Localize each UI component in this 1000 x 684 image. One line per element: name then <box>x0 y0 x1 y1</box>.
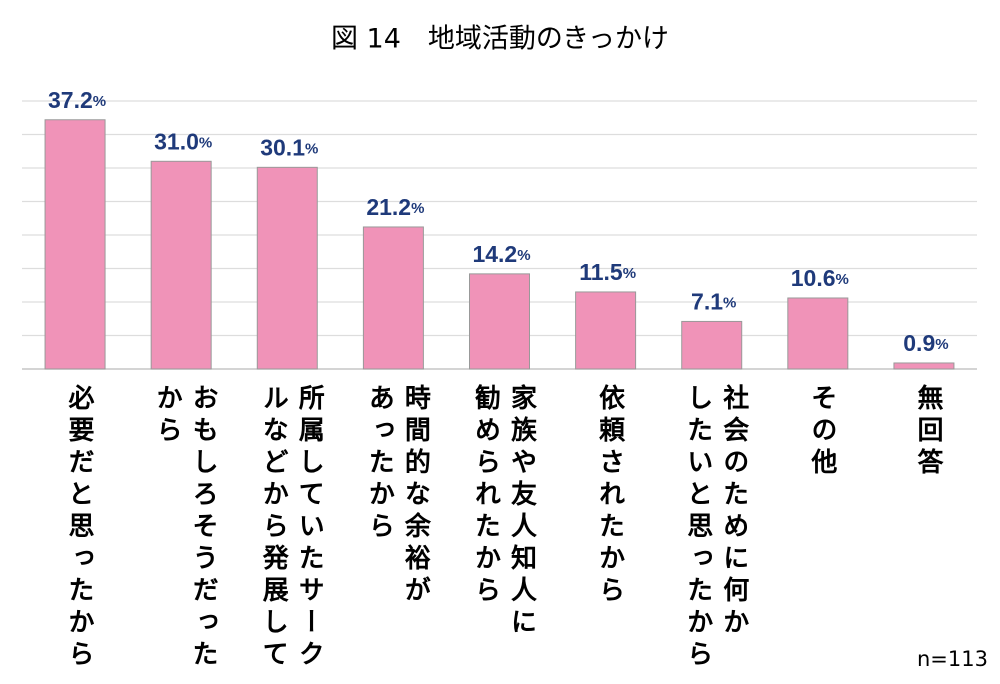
x-tick-label: おもしろそうだった から <box>152 384 219 672</box>
x-tick-label: 無回答 <box>912 384 943 480</box>
chart-title: 図 14 地域活動のきっかけ <box>331 24 669 55</box>
x-tick-label: その他 <box>806 384 837 480</box>
bar <box>44 119 106 370</box>
bar <box>681 320 743 370</box>
x-tick-label: 必要だと思ったから <box>64 384 95 672</box>
sample-size: n=113 <box>917 647 988 671</box>
value-label: 7.1% <box>691 289 736 315</box>
x-tick-label: 社会のために何か したいと思ったから <box>682 384 749 672</box>
bar <box>256 166 318 370</box>
bar <box>469 273 530 370</box>
value-label: 0.9% <box>903 330 948 356</box>
value-label: 30.1% <box>260 134 318 160</box>
x-tick-label: 所属していたサーク ルなどから発展して <box>258 384 325 672</box>
bar <box>787 297 849 370</box>
value-label: 10.6% <box>791 265 849 291</box>
value-label: 11.5% <box>579 259 636 285</box>
bar <box>575 291 637 370</box>
x-tick-label: 依頼されたから <box>594 384 625 608</box>
bar <box>150 160 212 370</box>
value-label: 37.2% <box>48 87 106 113</box>
x-tick-label: 家族や友人知人に 勧められたから <box>470 384 537 640</box>
value-label: 31.0% <box>154 128 212 154</box>
bar <box>893 362 955 370</box>
x-tick-label: 時間的な余裕が あったから <box>364 384 431 608</box>
value-label: 21.2% <box>366 194 424 220</box>
value-label: 14.2% <box>472 241 530 267</box>
bar <box>362 226 424 370</box>
